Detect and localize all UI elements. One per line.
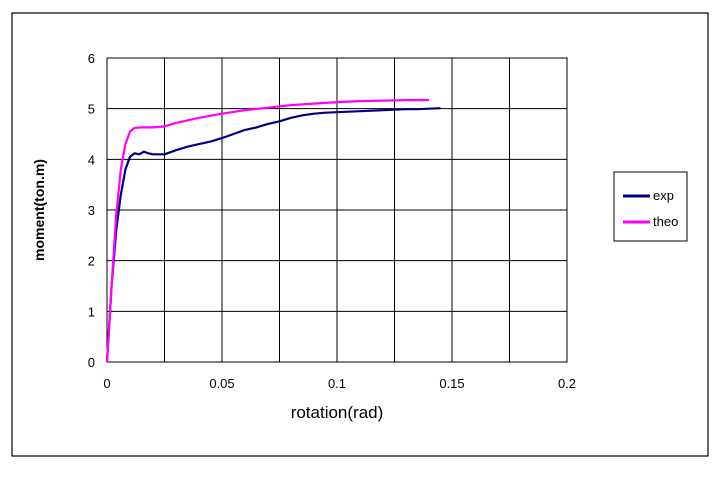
series-line-exp [105, 107, 441, 363]
x-tick-label: 0.15 [439, 376, 464, 391]
x-tick-labels: 0 0.05 0.1 0.15 0.2 [103, 376, 576, 391]
x-tick-label: 0.05 [209, 376, 234, 391]
y-tick-label: 2 [88, 254, 95, 269]
legend-box [613, 171, 688, 242]
y-tick-label: 3 [88, 203, 95, 218]
legend-label-exp: exp [653, 188, 674, 203]
y-tick-label: 0 [88, 355, 95, 370]
y-tick-label: 6 [88, 51, 95, 66]
legend-label-theo: theo [653, 214, 678, 229]
y-tick-label: 5 [88, 102, 95, 117]
series-layer [105, 98, 441, 363]
x-axis-title: rotation(rad) [291, 403, 384, 422]
legend: exp theo [613, 171, 688, 242]
x-tick-label: 0.1 [328, 376, 346, 391]
series-line-theo [105, 98, 429, 363]
y-axis-title: moment(ton.m) [31, 159, 47, 261]
x-tick-label: 0 [103, 376, 110, 391]
x-tick-label: 0.2 [558, 376, 576, 391]
y-tick-label: 4 [88, 152, 95, 167]
y-tick-labels: 0 1 2 3 4 5 6 [88, 51, 95, 370]
y-tick-label: 1 [88, 304, 95, 319]
